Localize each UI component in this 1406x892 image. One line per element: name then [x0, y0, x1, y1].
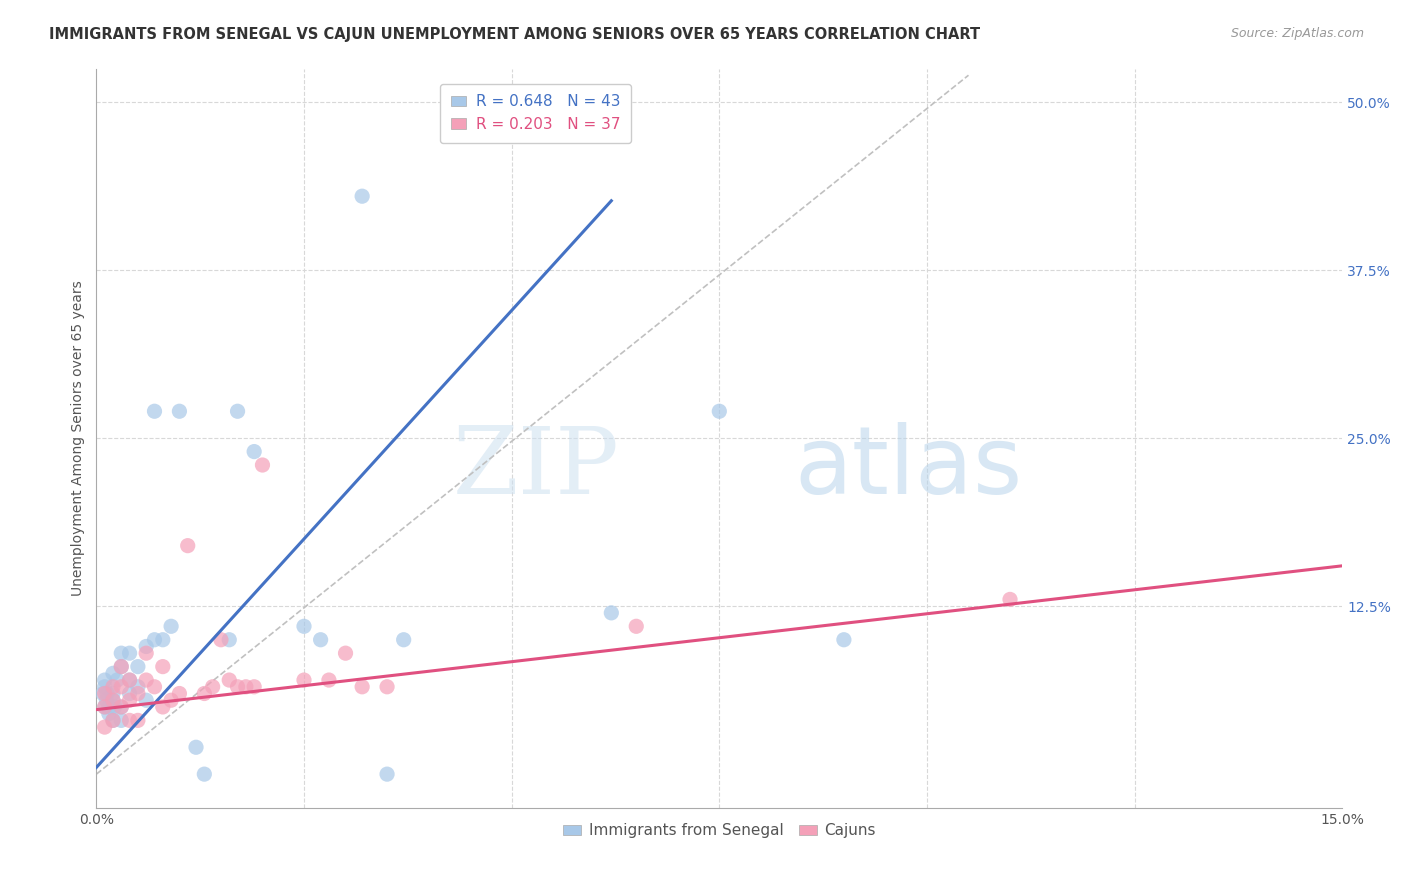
- Point: [218, 632, 240, 647]
- Point: [127, 659, 149, 673]
- Point: [110, 659, 132, 673]
- Point: [118, 693, 141, 707]
- Point: [127, 680, 149, 694]
- Point: [177, 539, 200, 553]
- Point: [169, 404, 191, 418]
- Point: [318, 673, 340, 687]
- Point: [998, 592, 1021, 607]
- Point: [243, 680, 266, 694]
- Point: [110, 680, 132, 694]
- Point: [709, 404, 731, 418]
- Point: [93, 720, 115, 734]
- Point: [152, 700, 174, 714]
- Point: [218, 673, 240, 687]
- Point: [127, 686, 149, 700]
- Point: [135, 640, 157, 654]
- Point: [135, 673, 157, 687]
- Point: [97, 700, 120, 714]
- Point: [201, 680, 224, 694]
- Point: [110, 700, 132, 714]
- Point: [118, 673, 141, 687]
- Point: [101, 680, 124, 694]
- Point: [309, 632, 332, 647]
- Text: IMMIGRANTS FROM SENEGAL VS CAJUN UNEMPLOYMENT AMONG SENIORS OVER 65 YEARS CORREL: IMMIGRANTS FROM SENEGAL VS CAJUN UNEMPLO…: [49, 27, 980, 42]
- Legend: Immigrants from Senegal, Cajuns: Immigrants from Senegal, Cajuns: [557, 817, 882, 845]
- Point: [209, 632, 232, 647]
- Point: [143, 632, 166, 647]
- Point: [96, 686, 118, 700]
- Point: [93, 700, 115, 714]
- Point: [93, 686, 115, 700]
- Point: [600, 606, 623, 620]
- Point: [193, 686, 215, 700]
- Y-axis label: Unemployment Among Seniors over 65 years: Unemployment Among Seniors over 65 years: [72, 280, 86, 596]
- Point: [110, 646, 132, 660]
- Point: [110, 714, 132, 728]
- Point: [101, 693, 124, 707]
- Point: [160, 693, 183, 707]
- Point: [118, 673, 141, 687]
- Point: [352, 189, 374, 203]
- Point: [392, 632, 415, 647]
- Point: [252, 458, 274, 472]
- Text: Source: ZipAtlas.com: Source: ZipAtlas.com: [1230, 27, 1364, 40]
- Point: [169, 686, 191, 700]
- Point: [93, 700, 115, 714]
- Point: [226, 404, 249, 418]
- Point: [292, 673, 315, 687]
- Point: [97, 706, 120, 721]
- Point: [135, 646, 157, 660]
- Point: [143, 680, 166, 694]
- Point: [152, 659, 174, 673]
- Point: [243, 444, 266, 458]
- Point: [118, 646, 141, 660]
- Point: [335, 646, 357, 660]
- Point: [110, 659, 132, 673]
- Text: atlas: atlas: [794, 422, 1022, 514]
- Point: [118, 714, 141, 728]
- Point: [235, 680, 257, 694]
- Point: [110, 700, 132, 714]
- Point: [143, 404, 166, 418]
- Point: [91, 686, 114, 700]
- Point: [101, 714, 124, 728]
- Point: [93, 680, 115, 694]
- Point: [93, 673, 115, 687]
- Point: [375, 767, 398, 781]
- Point: [101, 693, 124, 707]
- Point: [118, 686, 141, 700]
- Point: [352, 680, 374, 694]
- Point: [101, 714, 124, 728]
- Point: [832, 632, 855, 647]
- Point: [135, 693, 157, 707]
- Point: [160, 619, 183, 633]
- Point: [101, 686, 124, 700]
- Point: [96, 693, 118, 707]
- Point: [152, 632, 174, 647]
- Point: [226, 680, 249, 694]
- Point: [101, 666, 124, 681]
- Point: [127, 714, 149, 728]
- Point: [626, 619, 648, 633]
- Point: [184, 740, 207, 755]
- Point: [375, 680, 398, 694]
- Point: [193, 767, 215, 781]
- Point: [292, 619, 315, 633]
- Point: [104, 700, 127, 714]
- Point: [105, 673, 128, 687]
- Text: ZIP: ZIP: [453, 423, 620, 513]
